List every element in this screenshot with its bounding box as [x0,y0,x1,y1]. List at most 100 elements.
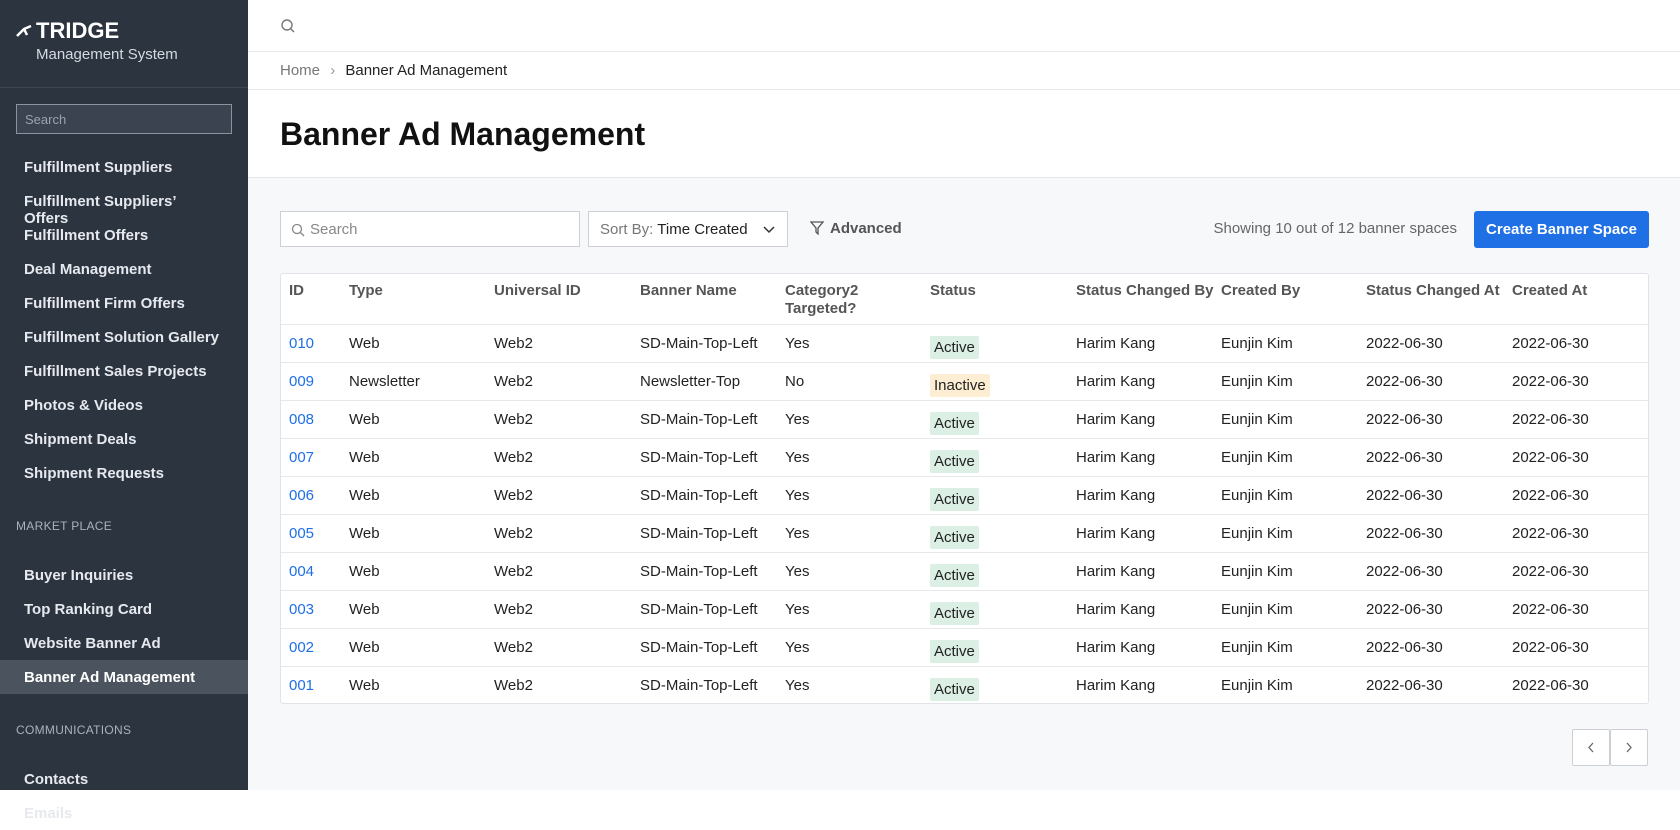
id-link[interactable]: 007 [289,449,315,466]
nav-item[interactable]: Emails [24,805,73,822]
top-bar [248,0,1680,52]
nav-item[interactable]: Deal Management [24,261,152,278]
table-cell: SD-Main-Top-Left [640,525,758,542]
id-link[interactable]: 005 [289,525,315,542]
column-header: Banner Name [640,282,737,299]
status-cell: Active [930,564,979,587]
table-cell: SD-Main-Top-Left [640,639,758,656]
nav-item[interactable]: Website Banner Ad [24,635,161,652]
table-cell: Harim Kang [1076,601,1156,618]
column-header: Created At [1512,282,1588,299]
id-link[interactable]: 003 [289,601,315,618]
table-cell: Harim Kang [1076,487,1156,504]
create-button[interactable]: Create Banner Space [1474,211,1649,248]
table-cell: 2022-06-30 [1512,373,1589,390]
table-cell: Web2 [494,373,533,390]
status-cell: Active [930,602,979,625]
id-link[interactable]: 004 [289,563,315,580]
table-cell: Web2 [494,411,533,428]
id-link[interactable]: 001 [289,677,315,694]
nav-item[interactable]: Fulfillment Sales Projects [24,363,207,380]
nav-item[interactable]: Fulfillment Suppliers [24,159,173,176]
table-cell: Web [349,639,380,656]
column-header: Category2 Targeted? [785,282,859,317]
id-link[interactable]: 010 [289,335,315,352]
id-link[interactable]: 009 [289,373,315,390]
table-cell: Web [349,487,380,504]
sort-select[interactable]: Sort By: Time Created [588,211,788,247]
table-cell: Yes [785,601,810,618]
status-badge: Active [930,602,979,625]
table-cell: Web2 [494,601,533,618]
advanced-filter[interactable]: Advanced [808,220,902,237]
table-cell: 2022-06-30 [1366,373,1443,390]
table-cell: Yes [785,639,810,656]
next-page[interactable] [1610,729,1648,766]
table-search[interactable]: Search [280,211,580,247]
nav-item[interactable]: Banner Ad Management [0,660,248,694]
id-link[interactable]: 002 [289,639,315,656]
nav-item[interactable]: Photos & Videos [24,397,143,414]
column-header: Status Changed At [1366,282,1500,299]
table-cell: Web2 [494,525,533,542]
table-cell: Eunjin Kim [1221,563,1293,580]
column-header: Status Changed By [1076,282,1214,299]
nav-item[interactable]: Fulfillment Firm Offers [24,295,185,312]
table-cell: 2022-06-30 [1366,601,1443,618]
table-cell: Eunjin Kim [1221,487,1293,504]
nav-item[interactable]: Shipment Deals [24,431,137,448]
chevron [763,226,775,234]
advanced-label: Advanced [830,220,902,237]
table-cell: 2022-06-30 [1366,677,1443,694]
main: Home › Banner Ad Management Banner Ad Ma… [248,0,1680,790]
table-cell: Harim Kang [1076,335,1156,352]
table-cell: Web [349,449,380,466]
table-cell: Eunjin Kim [1221,411,1293,428]
breadcrumb-link[interactable]: Home [280,62,321,79]
search-icon[interactable] [280,18,296,34]
status-badge: Active [930,450,979,473]
title-bar: Banner Ad Management [248,90,1680,178]
separator: › [330,62,336,79]
table-cell: Yes [785,449,810,466]
table-cell: Eunjin Kim [1221,525,1293,542]
section-label: MARKET PLACE [16,519,113,533]
status-badge: Active [930,488,979,511]
table-cell: 2022-06-30 [1366,525,1443,542]
sidebar: TRIDGE Management System Search Fulfillm… [0,0,248,822]
table-cell: Web2 [494,487,533,504]
table-row: 006 Web Web2 SD-Main-Top-Left Yes Active Harim… [281,476,1648,514]
status-badge: Active [930,678,979,701]
nav-item[interactable]: Top Ranking Card [24,601,153,618]
nav-item[interactable]: Shipment Requests [24,465,165,482]
id-link[interactable]: 006 [289,487,315,504]
nav-item[interactable]: Fulfillment Offers [24,227,149,244]
prev-page[interactable] [1572,729,1610,766]
status-cell: Active [930,488,979,511]
id-link[interactable]: 008 [289,411,315,428]
nav-item[interactable]: Contacts [24,771,89,788]
column-header: Type [349,282,383,299]
table-cell: 2022-06-30 [1512,449,1589,466]
table-cell: 2022-06-30 [1512,563,1589,580]
status-badge: Active [930,336,979,359]
sort-value: Time Created [657,221,748,238]
table-cell: Yes [785,487,810,504]
status-badge: Active [930,412,979,435]
table-row: 002 Web Web2 SD-Main-Top-Left Yes Active Harim… [281,628,1648,666]
status-cell: Active [930,526,979,549]
table-cell: Eunjin Kim [1221,335,1293,352]
status-badge: Active [930,564,979,587]
status-badge: Inactive [930,374,990,397]
nav-item[interactable]: Fulfillment Solution Gallery [24,329,220,346]
table-row: 004 Web Web2 SD-Main-Top-Left Yes Active Harim… [281,552,1648,590]
breadcrumb-current: Banner Ad Management [345,62,508,79]
status-badge: Active [930,640,979,663]
nav-item[interactable]: Fulfillment Suppliers’ Offers [24,193,176,227]
table-row: 010 Web Web2 SD-Main-Top-Left Yes Active Harim… [281,324,1648,362]
table-cell: 2022-06-30 [1366,411,1443,428]
table-cell: Web [349,601,380,618]
sidebar-search[interactable]: Search [16,104,232,134]
nav-item[interactable]: Buyer Inquiries [24,567,134,584]
table-cell: Newsletter [349,373,420,390]
